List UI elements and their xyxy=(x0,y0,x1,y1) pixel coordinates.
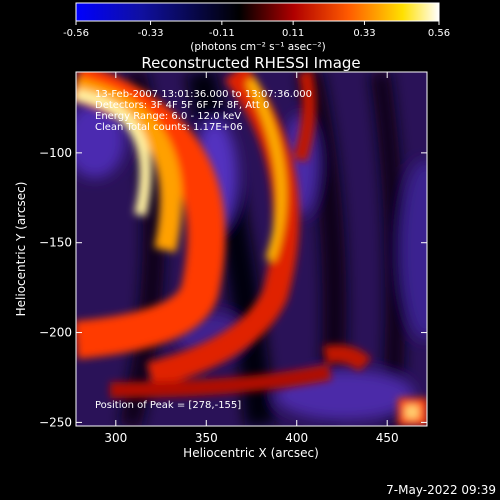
image-frame xyxy=(75,71,428,427)
colorbar-unit-label: (photons cm⁻² s⁻¹ asec⁻²) xyxy=(190,41,325,53)
y-tick-label: −200 xyxy=(39,326,72,340)
annotation-total-counts: Clean Total counts: 1.17E+06 xyxy=(95,122,243,133)
colorbar-ticks: -0.56 -0.33 -0.11 0.11 0.33 0.56 xyxy=(63,21,450,39)
y-axis: −100 −150 −200 −250 xyxy=(39,146,427,429)
colorbar-tick-label: -0.11 xyxy=(209,28,235,39)
peak-position-label: Position of Peak = [278,-155] xyxy=(95,400,241,411)
x-tick-label: 400 xyxy=(285,431,308,445)
y-tick-label: −100 xyxy=(39,146,72,160)
x-tick-label: 300 xyxy=(104,431,127,445)
y-tick-label: −150 xyxy=(39,236,72,250)
chart-title: Reconstructed RHESSI Image xyxy=(141,54,360,72)
x-axis: 300 350 400 450 xyxy=(104,72,399,445)
y-axis-label: Heliocentric Y (arcsec) xyxy=(14,182,28,317)
colorbar-tick-label: 0.11 xyxy=(282,28,304,39)
annotation-time-range: 13-Feb-2007 13:01:36.000 to 13:07:36.000 xyxy=(95,89,312,100)
image-area xyxy=(76,72,427,426)
x-axis-label: Heliocentric X (arcsec) xyxy=(183,446,319,460)
x-tick-label: 450 xyxy=(376,431,399,445)
colorbar-tick-label: -0.56 xyxy=(63,28,89,39)
plot-timestamp: 7-May-2022 09:39 xyxy=(386,483,496,497)
colorbar xyxy=(75,2,440,22)
colorbar-tick-label: -0.33 xyxy=(138,28,164,39)
annotation-detectors: Detectors: 3F 4F 5F 6F 7F 8F, Att 0 xyxy=(95,100,269,111)
annotation-energy-range: Energy Range: 6.0 - 12.0 keV xyxy=(95,111,241,122)
x-tick-label: 350 xyxy=(195,431,218,445)
colorbar-tick-label: 0.56 xyxy=(428,28,450,39)
colorbar-tick-label: 0.33 xyxy=(353,28,375,39)
y-tick-label: −250 xyxy=(39,415,72,429)
